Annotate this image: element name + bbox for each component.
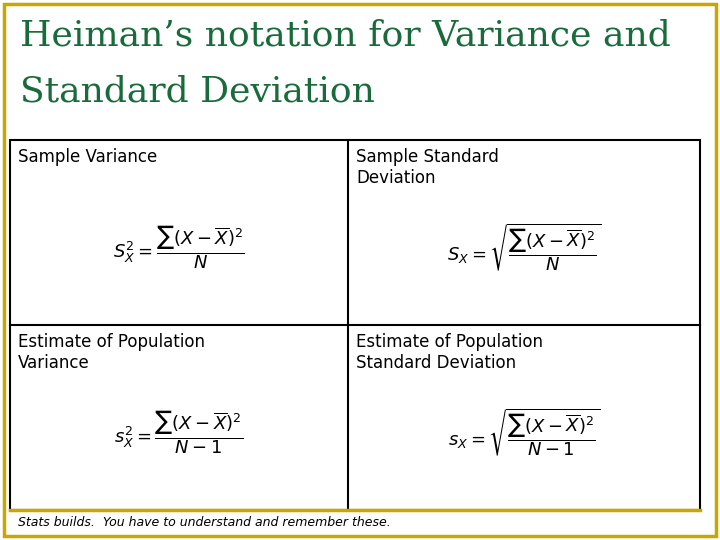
Text: Estimate of Population
Variance: Estimate of Population Variance [18, 333, 205, 372]
Text: $S_X^2 = \dfrac{\sum (X - \overline{X})^2}{N}$: $S_X^2 = \dfrac{\sum (X - \overline{X})^… [113, 224, 245, 271]
Text: $s_X = \sqrt{\dfrac{\sum (X - \overline{X})^2}{N-1}}$: $s_X = \sqrt{\dfrac{\sum (X - \overline{… [448, 407, 600, 458]
Text: Sample Standard
Deviation: Sample Standard Deviation [356, 148, 499, 187]
Text: Estimate of Population
Standard Deviation: Estimate of Population Standard Deviatio… [356, 333, 543, 372]
Text: Sample Variance: Sample Variance [18, 148, 157, 166]
Text: $s_X^2 = \dfrac{\sum (X - \overline{X})^2}{N-1}$: $s_X^2 = \dfrac{\sum (X - \overline{X})^… [114, 409, 244, 456]
Bar [10, 140, 700, 510]
Text: Stats builds.  You have to understand and remember these.: Stats builds. You have to understand and… [18, 516, 391, 529]
Text: $S_X = \sqrt{\dfrac{\sum (X - \overline{X})^2}{N}}$: $S_X = \sqrt{\dfrac{\sum (X - \overline{… [447, 222, 601, 273]
Text: Heiman’s notation for Variance and: Heiman’s notation for Variance and [20, 18, 671, 52]
Text: Standard Deviation: Standard Deviation [20, 75, 375, 109]
